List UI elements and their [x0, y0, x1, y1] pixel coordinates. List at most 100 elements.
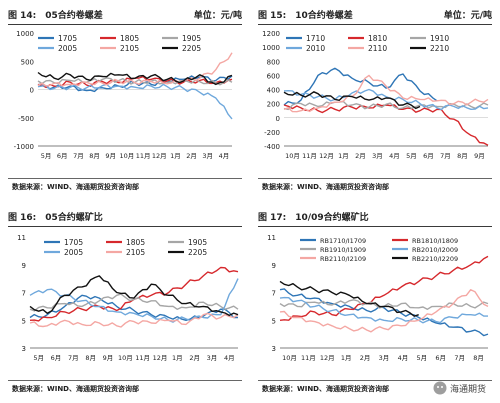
figure-title: 图 15: 10合约卷螺差 — [258, 11, 353, 21]
x-tick-label: 9月 — [103, 354, 114, 362]
legend-label: 1805 — [126, 238, 145, 247]
source-text: 数据来源：WIND、海通期货投资咨询部 — [262, 385, 389, 393]
chart-panel-16: 图 16: 05合约螺矿比 11 9 7 5 3 5月 6月 7月 8月 9月 10月 11月 12月 1… — [0, 202, 250, 403]
legend-label: 2210 — [430, 44, 449, 53]
y-tick-label: 0 — [276, 115, 280, 123]
header-rule — [258, 24, 492, 25]
x-tick-label: 12月 — [153, 354, 168, 362]
x-tick-label: 3月 — [202, 152, 213, 160]
x-tick-label: 11月 — [302, 152, 317, 160]
y-tick-label: -200 — [264, 129, 280, 137]
unit-label: 单位：元/吨 — [193, 11, 242, 21]
source-text: 数据来源：WIND、海通期货投资咨询部 — [262, 183, 389, 191]
x-tick-label: 5月 — [406, 152, 417, 160]
y-tick-label: 1200 — [262, 30, 280, 38]
x-tick-label: 2月 — [360, 354, 371, 362]
figure-header: 图 14: 05合约卷螺差 单位：元/吨 — [8, 8, 242, 22]
x-tick-label: 6月 — [435, 354, 446, 362]
x-tick-label: 11月 — [301, 354, 316, 362]
figure-header: 图 15: 10合约卷螺差 单位：元/吨 — [258, 8, 492, 22]
x-tick-label: 9月 — [474, 152, 485, 160]
x-tick-label: 12月 — [319, 152, 334, 160]
y-tick-label: -1000 — [14, 143, 34, 151]
source-rule — [258, 380, 492, 381]
series-line — [279, 296, 488, 324]
y-tick-label: 600 — [267, 72, 280, 80]
wechat-icon — [433, 381, 447, 395]
x-tick-label: 8月 — [85, 354, 96, 362]
source-text: 数据来源：WIND、海通期货投资咨询部 — [12, 385, 139, 393]
chart-area: 11 9 7 5 3 5月 6月 7月 8月 9月 10月 11月 12月 1月 2月 3月 4月 1705 180… — [17, 234, 239, 362]
x-tick-label: 3月 — [379, 354, 390, 362]
x-tick-label: 10月 — [120, 152, 135, 160]
y-tick-label: 7 — [272, 290, 276, 298]
chart-panel-14: 图 14: 05合约卷螺差 单位：元/吨 1000 500 0 -500 -1000 5月… — [0, 0, 250, 201]
x-tick-label: 3月 — [372, 152, 383, 160]
figure-title: 图 14: 05合约卷螺差 — [8, 11, 103, 21]
y-tick-label: 1000 — [16, 30, 34, 38]
chart-area: 11 9 7 5 3 10月 11月 12月 1月 2月 3月 4月 5月 6月 7月 8月 RB1710/I1… — [267, 234, 489, 362]
series-line — [29, 294, 239, 321]
x-tick-label: 11月 — [135, 354, 150, 362]
series-line — [279, 289, 489, 333]
legend-label: 2010 — [306, 44, 325, 53]
figure-title: 图 17: 10/09合约螺矿比 — [258, 213, 369, 223]
watermark: 海通期货 — [433, 381, 486, 395]
source-rule — [8, 380, 242, 381]
y-tick-label: 3 — [22, 345, 26, 353]
legend-label: RB1810/I1809 — [412, 237, 458, 245]
x-tick-label: 10月 — [282, 354, 297, 362]
legend-label: 1705 — [64, 238, 83, 247]
chart-panel-15: 图 15: 10合约卷螺差 单位：元/吨 1200 1000 800 600 400 20… — [250, 0, 500, 201]
x-tick-label: 6月 — [57, 152, 68, 160]
x-tick-label: 10月 — [118, 354, 133, 362]
header-rule — [8, 24, 242, 25]
x-tick-label: 1月 — [170, 152, 181, 160]
source-text: 数据来源：WIND、海通期货投资咨询部 — [12, 183, 139, 191]
chart-panel-17: 图 17: 10/09合约螺矿比 11 9 7 5 3 10月 11月 12月 1月 2月 3月 4月… — [250, 202, 500, 403]
legend-label: RB2210/I2209 — [412, 255, 458, 263]
legend-label: 1905 — [188, 238, 207, 247]
figure-header: 图 16: 05合约螺矿比 — [8, 210, 242, 224]
series-line — [37, 52, 233, 87]
x-tick-label: 3月 — [207, 354, 218, 362]
legend-label: RB1910/I1909 — [320, 246, 366, 254]
y-tick-label: 9 — [22, 262, 26, 270]
legend-label: 2005 — [58, 44, 77, 53]
legend-label: RB2110/I2109 — [320, 255, 366, 263]
figure-header: 图 17: 10/09合约螺矿比 — [258, 210, 492, 224]
x-tick-label: 4月 — [398, 354, 409, 362]
series-line — [29, 293, 239, 312]
y-tick-label: 800 — [267, 58, 280, 66]
legend-label: 2105 — [126, 248, 145, 257]
y-tick-label: 11 — [17, 234, 26, 242]
x-tick-label: 5月 — [33, 354, 44, 362]
x-tick-label: 1月 — [341, 354, 352, 362]
x-tick-label: 12月 — [320, 354, 335, 362]
legend-label: 2110 — [368, 44, 387, 53]
x-tick-label: 8月 — [89, 152, 100, 160]
x-tick-label: 6月 — [51, 354, 62, 362]
figure-title: 图 16: 05合约螺矿比 — [8, 213, 103, 223]
series-line — [283, 88, 489, 111]
y-tick-label: 3 — [272, 345, 276, 353]
y-tick-label: 500 — [21, 58, 34, 66]
y-tick-label: 400 — [267, 87, 280, 95]
series-line — [279, 288, 489, 337]
series-line — [283, 74, 489, 113]
x-tick-label: 1月 — [338, 152, 349, 160]
x-tick-label: 5月 — [41, 152, 52, 160]
y-tick-label: 1000 — [262, 44, 280, 52]
legend-label: RB1710/I1709 — [320, 237, 366, 245]
x-tick-label: 7月 — [440, 152, 451, 160]
y-tick-label: 11 — [267, 234, 276, 242]
legend-label: 2105 — [120, 44, 139, 53]
y-tick-label: 0 — [30, 87, 34, 95]
x-tick-label: 5月 — [416, 354, 427, 362]
x-tick-label: 12月 — [152, 152, 167, 160]
header-rule — [258, 226, 492, 227]
x-tick-label: 8月 — [473, 354, 484, 362]
x-tick-label: 7月 — [454, 354, 465, 362]
source-rule — [8, 178, 242, 179]
x-tick-label: 2月 — [355, 152, 366, 160]
